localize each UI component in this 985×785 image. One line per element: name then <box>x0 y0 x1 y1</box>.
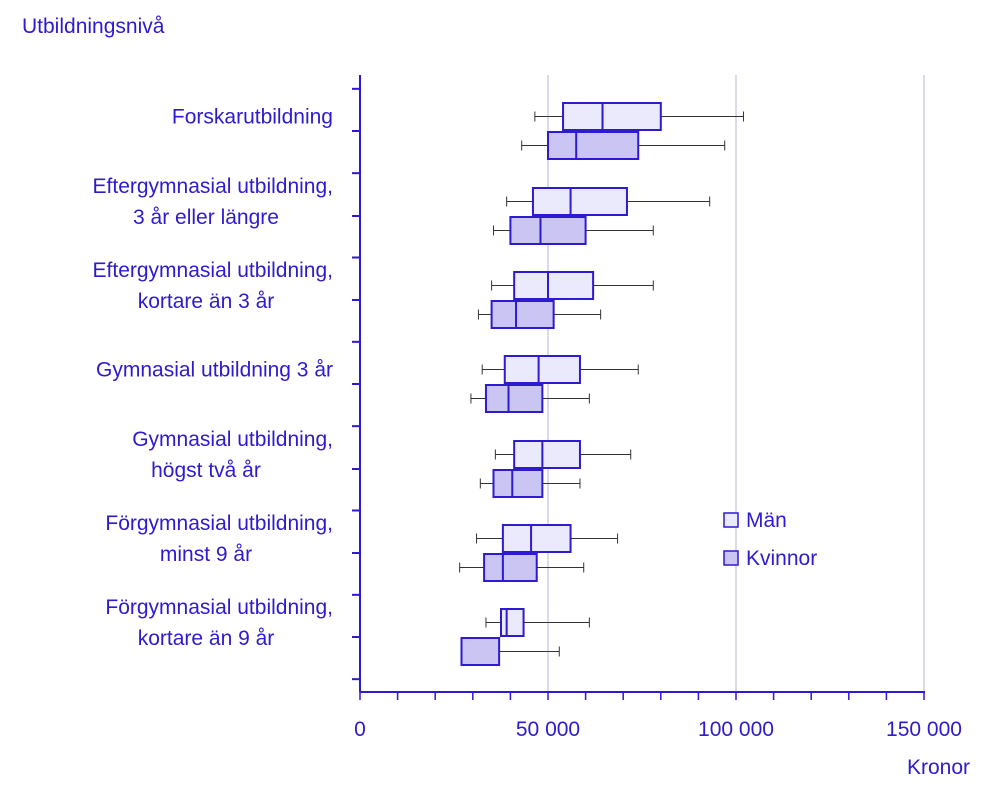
x-tick-label-2: 100 000 <box>698 718 774 741</box>
category-label-2-line-0: Eftergymnasial utbildning, <box>93 259 333 282</box>
box-women-5-iqr-box <box>483 553 538 582</box>
category-label-6-line-0: Förgymnasial utbildning, <box>105 596 333 619</box>
box-men-6-iqr-box <box>500 608 525 637</box>
legend-swatch-women <box>723 550 739 566</box>
gridlines <box>547 75 925 692</box>
box-women-5 <box>459 553 585 582</box>
box-women-6 <box>460 637 560 666</box>
legend-swatch-men <box>723 512 739 528</box>
box-women-6-iqr-box <box>460 637 501 666</box>
category-labels: Forskarutbildning Eftergymnasial utbildni… <box>93 106 333 651</box>
box-women-1-iqr-box <box>509 216 587 245</box>
x-tick-label-3: 150 000 <box>886 718 962 741</box>
category-label-5-line-1: minst 9 år <box>160 543 252 566</box>
category-label-2-line-1: kortare än 3 år <box>138 290 275 313</box>
box-women-2 <box>477 300 602 329</box>
box-men-5 <box>476 524 619 553</box>
box-women-3-iqr-box <box>484 384 544 413</box>
category-label-6-line-1: kortare än 9 år <box>138 627 275 650</box>
box-women-1 <box>492 216 654 245</box>
legend-label-women: Kvinnor <box>746 547 817 570</box>
axes: 0 50 000 100 000 150 000 <box>352 75 962 741</box>
x-tick-label-0: 0 <box>354 718 366 741</box>
box-men-0-iqr-box <box>562 102 662 131</box>
category-label-3-line-0: Gymnasial utbildning 3 år <box>96 359 333 382</box>
legend-label-men: Män <box>746 509 787 532</box>
x-tick-label-1: 50 000 <box>516 718 580 741</box>
box-women-3 <box>470 384 590 413</box>
box-women-2-iqr-box <box>490 300 555 329</box>
boxes <box>459 102 745 666</box>
box-men-0 <box>534 102 745 131</box>
box-men-3-iqr-box <box>503 355 581 384</box>
box-men-1-iqr-box <box>531 187 628 216</box>
category-label-1-line-0: Eftergymnasial utbildning, <box>93 175 333 198</box>
box-men-3 <box>481 355 639 384</box>
box-men-2 <box>491 271 654 300</box>
box-men-4-iqr-box <box>513 440 581 469</box>
box-women-0 <box>521 131 726 160</box>
category-label-4-line-1: högst två år <box>151 459 261 482</box>
category-label-0-line-0: Forskarutbildning <box>172 106 333 129</box>
box-men-5-iqr-box <box>501 524 572 553</box>
category-label-4-line-0: Gymnasial utbildning, <box>132 428 333 451</box>
box-men-2-iqr-box <box>513 271 595 300</box>
box-men-1 <box>506 187 711 216</box>
box-women-4-iqr-box <box>492 469 544 498</box>
box-women-4 <box>479 469 581 498</box>
box-men-6 <box>485 608 590 637</box>
box-women-0-iqr-box <box>547 131 640 160</box>
x-axis-title: Kronor <box>907 756 970 779</box>
category-label-1-line-1: 3 år eller längre <box>133 206 279 229</box>
legend: Män Kvinnor <box>723 509 817 570</box>
category-label-5-line-0: Förgymnasial utbildning, <box>105 512 333 535</box>
y-axis-title: Utbildningsnivå <box>22 15 165 38</box>
box-men-4 <box>494 440 632 469</box>
